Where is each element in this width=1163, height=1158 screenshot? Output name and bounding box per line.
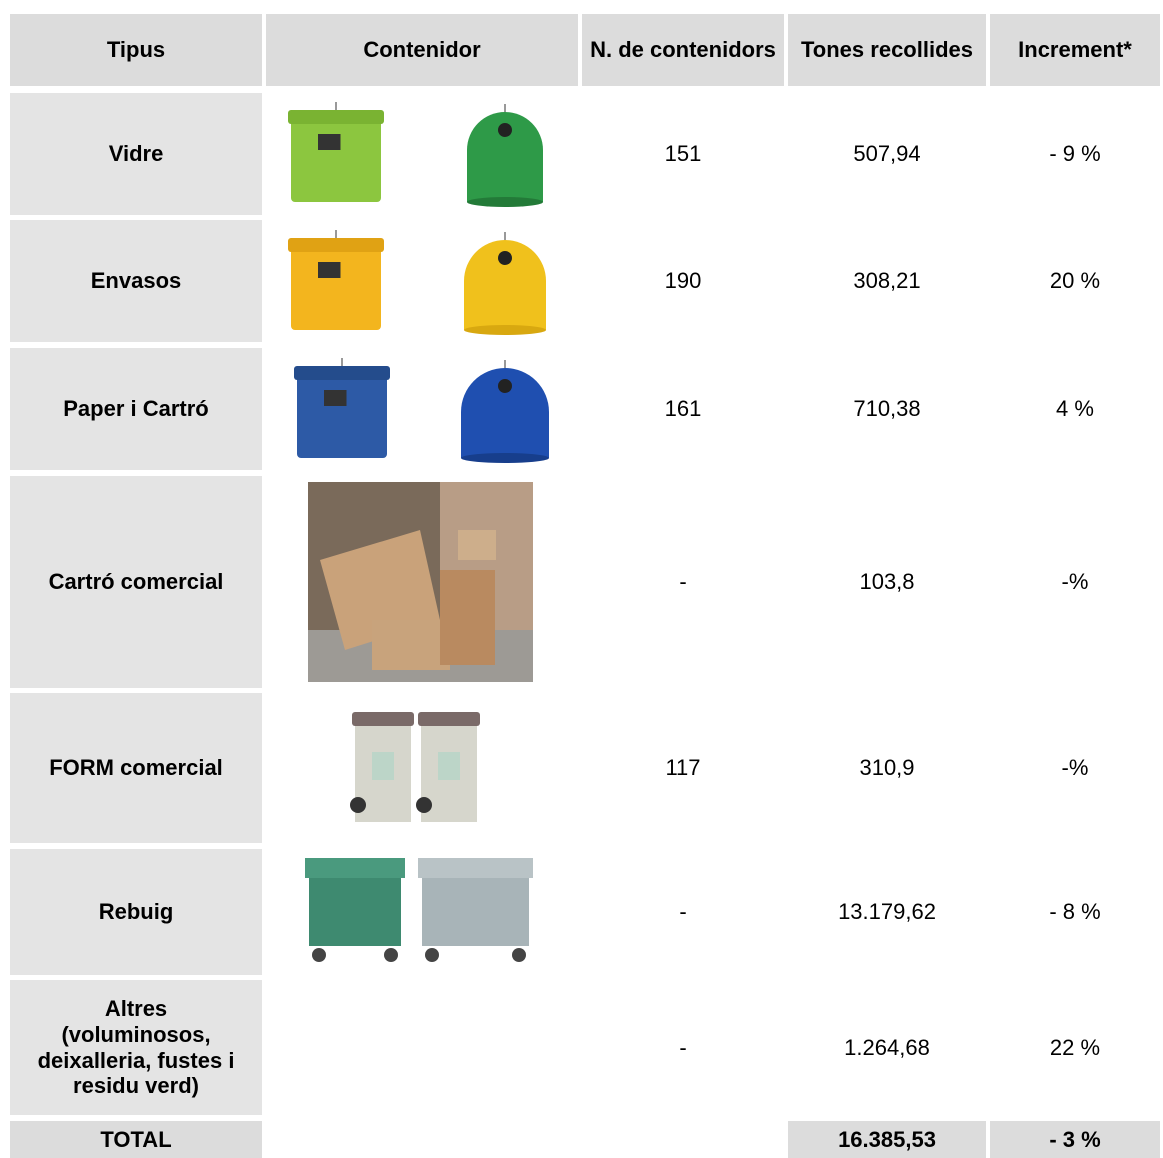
bin-label (438, 752, 460, 780)
container-wheel (425, 948, 439, 962)
container-wheel (384, 948, 398, 962)
bin-wheel (416, 797, 432, 813)
dome-hole (498, 379, 512, 393)
container-body (309, 878, 401, 946)
bin-lid (352, 712, 414, 726)
bin-body (291, 120, 381, 202)
bin-lid (294, 366, 390, 380)
container-body (422, 878, 529, 946)
bin-lid (288, 238, 384, 252)
box (440, 570, 495, 665)
page: TipusContenidorN. de contenidorsTones re… (0, 0, 1163, 1158)
bin-slot (318, 134, 341, 150)
dome-hole (498, 251, 512, 265)
bin-body (297, 376, 387, 458)
box (458, 530, 496, 560)
container-pictures (0, 0, 1163, 1158)
container-lid (305, 858, 405, 878)
bin-slot (318, 262, 341, 278)
dome-base (461, 453, 549, 463)
box (372, 620, 450, 670)
bin-lid (288, 110, 384, 124)
bin-slot (324, 390, 347, 406)
dome-base (464, 325, 546, 335)
bin-label (372, 752, 394, 780)
bin-lid (418, 712, 480, 726)
container-lid (418, 858, 533, 878)
container-wheel (312, 948, 326, 962)
dome-hole (498, 123, 512, 137)
bin-body (291, 248, 381, 330)
container-wheel (512, 948, 526, 962)
dome-base (467, 197, 543, 207)
bin-wheel (350, 797, 366, 813)
